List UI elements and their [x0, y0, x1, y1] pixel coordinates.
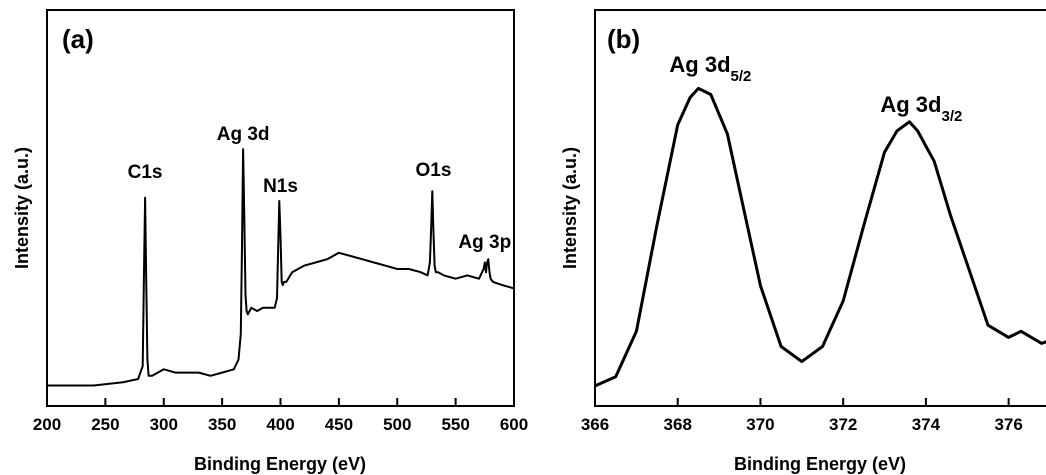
- peak-label: N1s: [263, 176, 298, 197]
- x-tick-label: 250: [91, 415, 119, 434]
- x-tick-label: 400: [266, 415, 294, 434]
- spectrum-line-b: [594, 86, 1046, 388]
- x-tick-label: 376: [994, 415, 1022, 434]
- panel-label-b: (b): [607, 24, 640, 54]
- x-tick-label: 200: [33, 415, 61, 434]
- panel-label-a: (a): [62, 24, 94, 54]
- peak-label: Ag 3d3/2: [880, 92, 962, 125]
- y-axis-title-b: Intensity (a.u.): [560, 147, 580, 269]
- x-tick-label: 300: [150, 415, 178, 434]
- plot-frame-b: [594, 9, 1046, 407]
- panel-a: (a) 200 250 300 350 400 450 500 550 600 C1s Ag 3d…: [12, 9, 528, 474]
- x-tick-label: 550: [441, 415, 469, 434]
- x-tick-label: 450: [325, 415, 353, 434]
- x-tick-label: 500: [383, 415, 411, 434]
- spectrum-line-a: [47, 148, 515, 387]
- x-tick-label: 372: [829, 415, 857, 434]
- x-tick-label: 366: [581, 415, 609, 434]
- peak-labels-a: C1s Ag 3d N1s O1s Ag 3p: [128, 124, 512, 253]
- x-tick-label: 374: [912, 415, 941, 434]
- x-ticks-a: 200 250 300 350 400 450 500 550 600: [33, 398, 528, 434]
- peak-labels-b: Ag 3d5/2 Ag 3d3/2: [669, 52, 962, 125]
- x-tick-label: 350: [208, 415, 236, 434]
- x-axis-title-b: Binding Energy (eV): [734, 454, 906, 474]
- peak-label: Ag 3p: [458, 232, 511, 253]
- peak-label: Ag 3d: [217, 124, 270, 145]
- peak-label: O1s: [415, 160, 451, 181]
- panel-b: (b) 366 368 370 372 374 376 Ag 3d5/2Ag 3d3/2 …: [560, 9, 1046, 474]
- peak-label: Ag 3d5/2: [669, 52, 751, 85]
- x-tick-label: 370: [746, 415, 774, 434]
- peak-label: C1s: [128, 162, 163, 183]
- x-ticks-b: 366 368 370 372 374 376: [581, 398, 1023, 434]
- x-axis-title-a: Binding Energy (eV): [194, 454, 366, 474]
- x-tick-label: 368: [664, 415, 692, 434]
- y-axis-title-a: Intensity (a.u.): [12, 147, 32, 269]
- x-tick-label: 600: [500, 415, 528, 434]
